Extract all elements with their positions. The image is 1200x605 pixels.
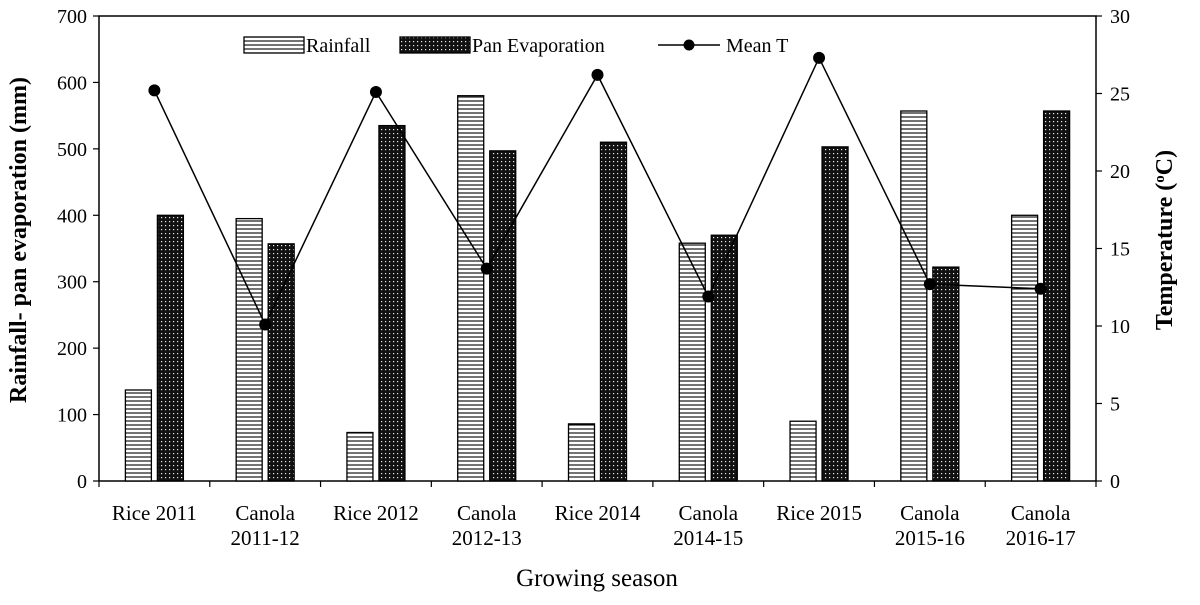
left-y-tick-label: 600 xyxy=(57,72,87,94)
right-y-tick-label: 20 xyxy=(1110,161,1130,183)
mean-temperature-line-layer xyxy=(148,51,1047,331)
x-category-label: Canola 2012-13 xyxy=(452,501,522,550)
pan-evaporation-bar xyxy=(267,243,295,482)
pan-evaporation-bar xyxy=(489,150,517,482)
rainfall-bar xyxy=(789,420,817,482)
x-category-label: Canola 2016-17 xyxy=(1006,501,1076,550)
pan-evaporation-bar xyxy=(932,266,960,482)
legend-swatch-mean-t-marker xyxy=(683,39,695,51)
mean-t-point xyxy=(148,84,161,97)
legend-label-rainfall: Rainfall xyxy=(306,35,371,57)
mean-t-point xyxy=(813,51,826,64)
right-y-tick-label: 30 xyxy=(1110,6,1130,28)
left-y-tick-label: 200 xyxy=(57,338,87,360)
mean-t-point xyxy=(591,68,604,81)
x-category-label: Canola 2011-12 xyxy=(231,501,300,550)
x-category-label-line: Canola xyxy=(457,501,517,525)
x-category-label-line: 2011-12 xyxy=(231,526,300,550)
right-y-axis-title-degree: o xyxy=(1152,175,1168,183)
right-y-axis-title-prefix: Temperature ( xyxy=(1152,183,1178,330)
mean-t-point xyxy=(480,262,493,275)
x-category-label-line: Canola xyxy=(1011,501,1071,525)
right-y-tick-label: 5 xyxy=(1110,394,1120,416)
x-category-label: Rice 2014 xyxy=(555,501,641,525)
right-y-axis: 0 5 10 15 20 25 30 xyxy=(1096,6,1130,493)
x-category-label-line: 2015-16 xyxy=(895,526,965,550)
rainfall-bar xyxy=(346,431,374,482)
x-category-label-line: Canola xyxy=(235,501,295,525)
x-category-label: Rice 2012 xyxy=(333,501,419,525)
pan-evaporation-bar xyxy=(821,146,849,482)
right-y-axis-title: Temperature (oC) xyxy=(1152,150,1178,330)
x-category-label-line: 2012-13 xyxy=(452,526,522,550)
x-category-label-line: Rice 2011 xyxy=(112,501,197,525)
rainfall-bar xyxy=(1010,214,1039,482)
x-category-label-line: 2016-17 xyxy=(1006,526,1076,550)
right-y-tick-label: 15 xyxy=(1110,239,1130,261)
mean-t-point xyxy=(1034,282,1047,295)
left-y-tick-label: 0 xyxy=(77,471,87,493)
left-y-tick-label: 100 xyxy=(57,405,87,427)
pan-evaporation-bar xyxy=(156,214,185,482)
x-category-label-line: 2014-15 xyxy=(673,526,743,550)
mean-t-point xyxy=(923,278,936,291)
right-y-tick-label: 10 xyxy=(1110,316,1130,338)
x-category-label: Canola 2014-15 xyxy=(673,501,743,550)
x-axis-title: Growing season xyxy=(516,565,678,592)
mean-t-point xyxy=(369,85,382,98)
left-y-tick-label: 400 xyxy=(57,205,87,227)
left-y-tick-label: 700 xyxy=(57,6,87,28)
pan-evaporation-bar xyxy=(378,124,406,482)
rainfall-bar xyxy=(567,423,596,482)
left-y-axis: 0 100 200 300 400 500 600 700 xyxy=(57,6,99,493)
mean-t-point xyxy=(259,318,272,331)
left-y-tick-label: 500 xyxy=(57,139,87,161)
x-category-label-line: Rice 2015 xyxy=(776,501,862,525)
rainfall-bar xyxy=(457,95,485,482)
x-category-label-line: Rice 2014 xyxy=(555,501,641,525)
rainfall-bar xyxy=(235,217,263,482)
pan-evaporation-bar xyxy=(710,234,738,482)
left-y-axis-title: Rainfall- pan evaporation (mm) xyxy=(6,77,32,403)
legend-label-pan-evaporation: Pan Evaporation xyxy=(472,35,605,57)
x-category-label: Rice 2011 xyxy=(112,501,197,525)
right-y-tick-label: 0 xyxy=(1110,471,1120,493)
legend-swatch-rainfall xyxy=(243,36,305,54)
pan-evaporation-bar xyxy=(599,141,628,482)
right-y-axis-title-unit: C) xyxy=(1152,150,1178,175)
x-category-label: Rice 2015 xyxy=(776,501,862,525)
rainfall-bar xyxy=(124,389,153,482)
mean-t-point xyxy=(702,290,715,303)
x-category-label-line: Canola xyxy=(679,501,739,525)
legend-label-mean-t: Mean T xyxy=(726,35,788,57)
x-category-label-line: Canola xyxy=(900,501,960,525)
legend-swatch-pan-evaporation xyxy=(399,36,471,54)
x-category-label-line: Rice 2012 xyxy=(333,501,419,525)
rainfall-bar xyxy=(678,242,706,482)
x-category-label: Canola 2015-16 xyxy=(895,501,965,550)
right-y-tick-label: 25 xyxy=(1110,84,1130,106)
left-y-tick-label: 300 xyxy=(57,272,87,294)
rainfall-bar xyxy=(900,110,928,482)
pan-evaporation-bar xyxy=(1042,110,1071,482)
legend: Rainfall Pan Evaporation Mean T xyxy=(243,35,788,57)
